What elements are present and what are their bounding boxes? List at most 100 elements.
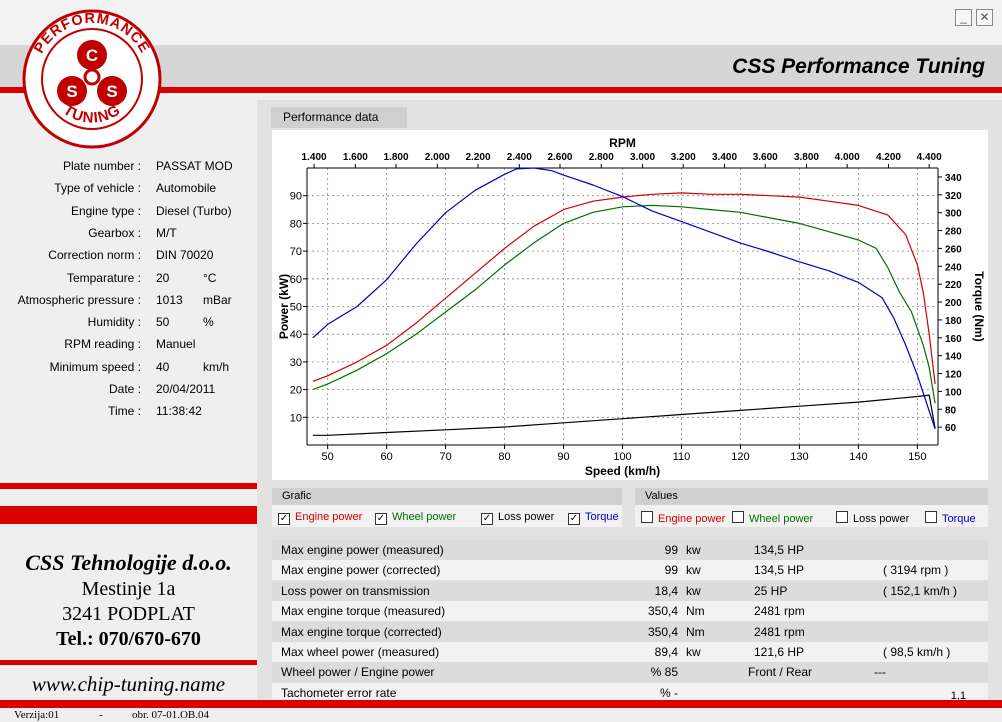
result-unit: kw [686,584,701,598]
info-label: Atmospheric pressure : [17,293,141,307]
result-value: % - [660,686,678,700]
window-top-bar [0,0,1002,45]
info-value: DIN 70020 [156,248,214,262]
company-website[interactable]: www.chip-tuning.name [31,672,226,696]
rpm-tick-label: 4.200 [876,152,901,163]
y2-tick-label: 140 [945,352,962,363]
result-row: Max engine power (corrected) 99 kw 134,5 HP… [272,560,988,580]
rpm-tick-label: 3.200 [671,152,696,163]
info-label: Time : [108,404,141,418]
y-tick-label: 30 [290,357,302,369]
company-name: CSS Tehnologije d.o.o. [25,550,232,575]
grafic-checks-wheel-power[interactable]: ✓ Wheel power [375,511,456,525]
result-extra: --- [874,665,886,679]
info-value: 20 [156,271,170,285]
result-extra: ( 152,1 km/h ) [883,584,958,598]
footer-version: Verzija:01 [14,709,60,721]
svg-text:S: S [106,82,117,101]
result-hp: Front / Rear [748,665,813,679]
x-tick-label: 70 [439,451,451,463]
info-value: PASSAT MOD [156,159,233,173]
grafic-checks-engine-power[interactable]: ✓ Engine power [278,511,362,525]
x-tick-label: 60 [380,451,392,463]
y2-tick-label: 100 [945,387,962,398]
css-performance-tuning-logo: PERFORMANCE TUNING C S S [22,9,162,149]
y2-tick-label: 240 [945,262,962,273]
chart-svg: 50 60 70 80 90 100 110 120 130 140 150 10 20 30 40 50 60… [277,136,986,478]
rpm-tick-label: 4.400 [917,152,942,163]
x-axis-title: Speed (km/h) [585,464,660,478]
red-stripe [0,660,257,665]
result-unit: kw [686,645,701,659]
y-axis-title: Power (kW) [277,274,291,339]
info-value: M/T [156,226,177,240]
x-tick-label: 100 [613,451,631,463]
y-tick-label: 70 [290,246,302,258]
x-tick-label: 130 [790,451,808,463]
result-extra: 1,1 [950,690,966,702]
values-checks-wheel-power[interactable]: Wheel power [732,511,813,525]
rpm-tick-label: 4.000 [835,152,860,163]
result-row: Max engine power (measured) 99 kw 134,5 HP [272,540,988,560]
values-checks-torque[interactable]: Torque [925,511,976,525]
values-checks-engine-power[interactable]: Engine power [641,511,725,525]
checkbox[interactable] [836,511,848,523]
y-tick-label: 10 [290,412,302,424]
red-stripe [0,506,257,524]
result-label: Loss power on transmission [281,584,430,598]
checkbox[interactable]: ✓ [278,513,290,525]
info-value: Manuel [156,337,196,351]
result-row: Wheel power / Engine power % 85 Front / Re… [272,662,988,682]
checkbox[interactable]: ✓ [375,513,387,525]
y2-axis-title: Torque (Nm) [972,271,986,341]
info-value: Diesel (Turbo) [156,204,232,218]
footer-document-code: obr. 07-01.OB.04 [132,709,209,721]
info-label: Humidity : [87,315,141,329]
result-hp: 25 HP [754,584,788,598]
result-value: 99 [664,543,678,557]
info-unit: % [203,315,214,329]
y-tick-label: 50 [290,302,302,314]
y2-tick-label: 300 [945,209,962,220]
checkbox[interactable] [732,511,744,523]
rpm-tick-label: 2.000 [425,152,450,163]
company-city: 3241 PODPLAT [62,603,195,625]
info-value: 1013 [156,293,183,307]
y-tick-label: 60 [290,274,302,286]
checkbox-label: Engine power [295,511,363,523]
result-unit: Nm [686,604,705,618]
info-value: Automobile [156,181,217,195]
x-tick-label: 90 [557,451,569,463]
y2-tick-label: 60 [945,423,957,434]
title-bar [0,45,1002,87]
minimize-button[interactable]: _ [955,9,972,26]
tab-performance-data[interactable]: Performance data [271,107,407,128]
info-unit: km/h [203,360,230,374]
grafic-checks-loss-power[interactable]: ✓ Loss power [481,511,554,525]
checkbox-label: Wheel power [392,511,457,523]
rpm-tick-label: 1.800 [384,152,409,163]
grafic-checks-torque[interactable]: ✓ Torque [568,511,619,525]
checkbox[interactable] [925,511,937,523]
y2-tick-label: 180 [945,316,962,327]
y2-tick-label: 340 [945,173,962,184]
info-value: 40 [156,360,170,374]
svg-text:C: C [86,46,98,65]
series-line-wheel-power [312,204,936,404]
info-label: Gearbox : [88,226,141,240]
series-line-torque [312,167,936,430]
y2-tick-label: 280 [945,227,962,238]
values-checks-loss-power[interactable]: Loss power [836,511,909,525]
result-hp: 134,5 HP [754,563,805,577]
x-tick-label: 110 [673,451,691,463]
y2-tick-label: 160 [945,334,962,345]
checkbox[interactable]: ✓ [568,513,580,525]
checkbox[interactable] [641,511,653,523]
info-value: 20/04/2011 [156,382,216,396]
info-label: Temparature : [66,271,141,285]
y-tick-label: 90 [290,191,302,203]
result-label: Max engine torque (measured) [281,604,446,618]
close-button[interactable]: ✕ [976,9,993,26]
y2-tick-label: 260 [945,244,962,255]
checkbox[interactable]: ✓ [481,513,493,525]
